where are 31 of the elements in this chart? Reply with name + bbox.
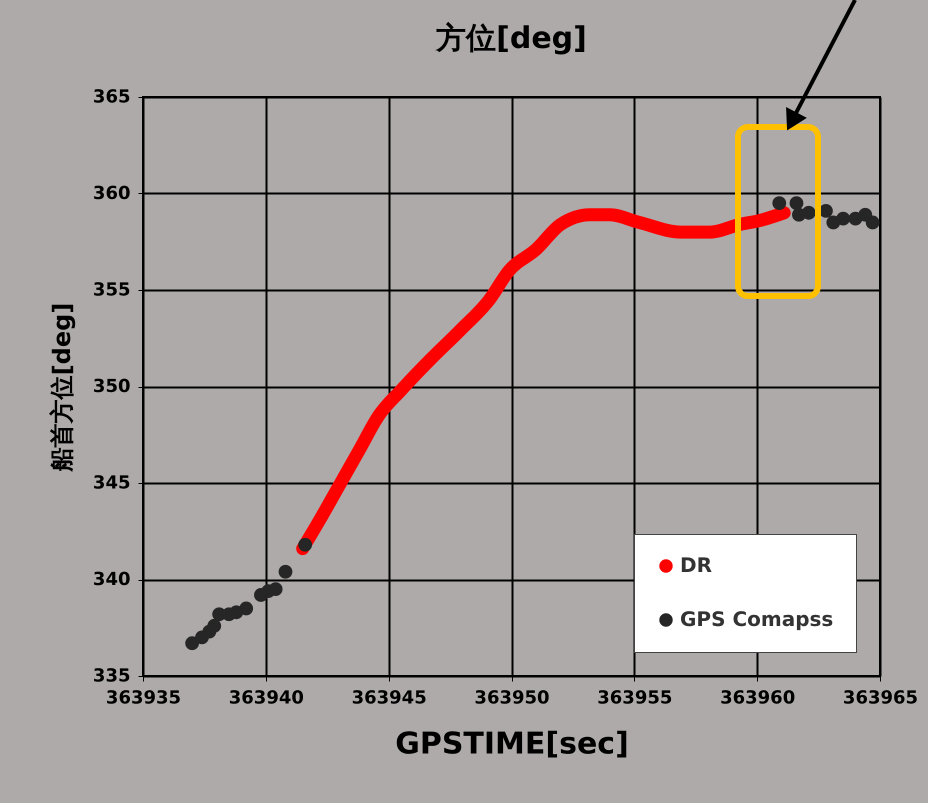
x-tick-label: 363955 [597, 688, 672, 708]
y-tick-label: 340 [92, 569, 130, 590]
x-tick-label: 363950 [474, 688, 550, 708]
x-tick-label: 363935 [106, 688, 182, 708]
point [790, 196, 804, 210]
y-tick-label: 365 [92, 86, 130, 108]
y-tick-label: 360 [92, 183, 130, 204]
y-tick-label: 335 [92, 666, 130, 686]
chart-title: 方位[deg] [435, 21, 587, 56]
point [866, 216, 880, 230]
y-axis-title: 船首方位[deg] [48, 302, 76, 472]
x-tick-label: 363960 [720, 688, 796, 708]
legend-label: DR [680, 553, 712, 577]
x-tick-label: 363945 [352, 688, 427, 708]
point [802, 206, 816, 220]
y-tick-label: 355 [92, 280, 130, 300]
point [819, 204, 833, 218]
point [239, 602, 254, 616]
x-axis-title: GPSTIME[sec] [395, 726, 629, 762]
point [185, 636, 200, 650]
legend-label: GPS Comapss [680, 607, 834, 631]
y-tick-label: 345 [92, 472, 130, 494]
x-tick-label: 363965 [842, 688, 918, 708]
x-tick-label: 363940 [228, 688, 304, 708]
point [772, 196, 786, 210]
point [268, 582, 283, 596]
point [207, 618, 222, 633]
point [298, 538, 312, 552]
point [836, 212, 850, 226]
point [278, 564, 292, 579]
y-tick-label: 350 [92, 376, 130, 397]
